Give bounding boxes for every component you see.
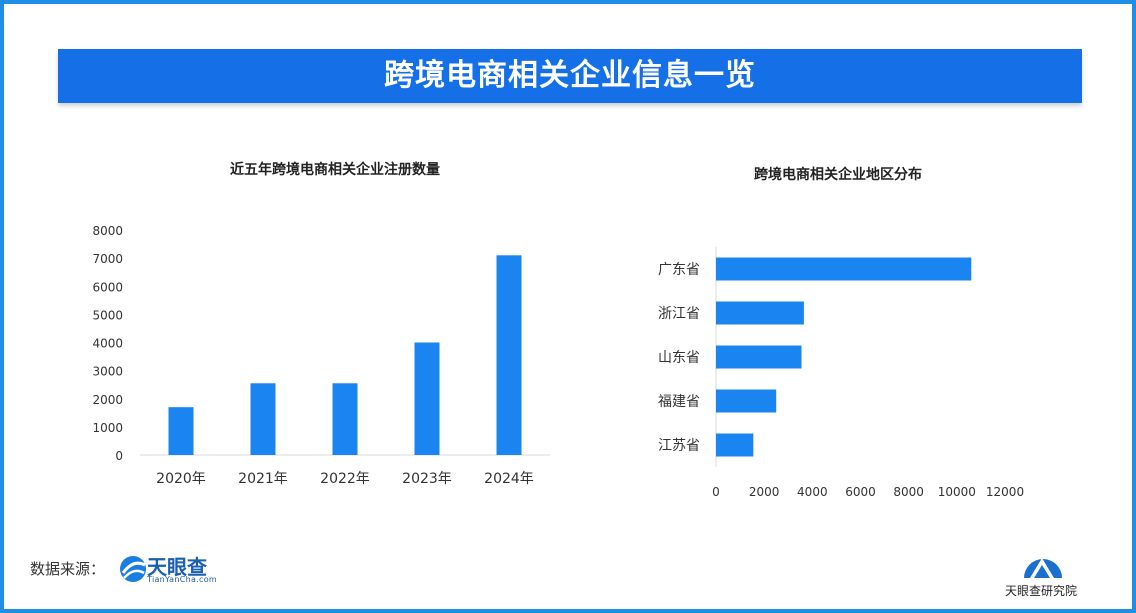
bar-山东省 bbox=[716, 345, 802, 369]
x-tick-label: 8000 bbox=[893, 485, 924, 499]
source-label: 数据来源： bbox=[30, 560, 106, 578]
x-tick-label: 2000 bbox=[749, 485, 780, 499]
institute-name: 天眼查研究院 bbox=[1005, 584, 1078, 598]
x-tick-label: 2023年 bbox=[402, 471, 452, 487]
bar-2024年 bbox=[496, 255, 522, 455]
x-tick-label: 2022年 bbox=[320, 471, 370, 487]
y-tick-label: 山东省 bbox=[658, 350, 700, 366]
x-tick-label: 10000 bbox=[938, 485, 976, 499]
y-tick-label: 福建省 bbox=[658, 394, 700, 410]
x-tick-label: 12000 bbox=[986, 485, 1024, 499]
y-tick-label: 广东省 bbox=[658, 262, 700, 278]
y-tick-label: 4000 bbox=[92, 337, 123, 351]
x-tick-label: 0 bbox=[712, 485, 720, 499]
tianyancha-logo-icon bbox=[120, 556, 146, 582]
y-tick-label: 江苏省 bbox=[658, 438, 700, 454]
x-tick-label: 6000 bbox=[845, 485, 876, 499]
institute-emblem-icon bbox=[1024, 558, 1062, 578]
bar-江苏省 bbox=[716, 433, 754, 457]
right-chart-title: 跨境电商相关企业地区分布 bbox=[754, 166, 922, 183]
bar-浙江省 bbox=[716, 301, 804, 325]
bar-2020年 bbox=[168, 407, 194, 455]
y-tick-label: 5000 bbox=[92, 308, 123, 322]
bar-2023年 bbox=[414, 342, 440, 455]
x-tick-label: 2024年 bbox=[484, 471, 534, 487]
y-tick-label: 3000 bbox=[92, 365, 123, 379]
x-tick-label: 2020年 bbox=[156, 471, 206, 487]
bar-福建省 bbox=[716, 389, 777, 413]
bar-2021年 bbox=[250, 383, 276, 455]
source-logo-url: TianYanCha.com bbox=[147, 575, 217, 584]
y-tick-label: 2000 bbox=[92, 393, 123, 407]
y-tick-label: 8000 bbox=[92, 224, 123, 238]
bar-广东省 bbox=[716, 257, 972, 281]
y-tick-label: 1000 bbox=[92, 421, 123, 435]
left-chart-title: 近五年跨境电商相关企业注册数量 bbox=[230, 161, 440, 178]
y-tick-label: 0 bbox=[115, 449, 123, 463]
page-title: 跨境电商相关企业信息一览 bbox=[58, 49, 1082, 103]
y-tick-label: 7000 bbox=[92, 252, 123, 266]
bar-2022年 bbox=[332, 383, 358, 455]
x-tick-label: 4000 bbox=[797, 485, 828, 499]
registration-bar-chart: 近五年跨境电商相关企业注册数量 0 1000 2000 3000 4000 5000 6000… bbox=[92, 161, 550, 487]
y-tick-label: 浙江省 bbox=[658, 306, 700, 322]
x-tick-label: 2021年 bbox=[238, 471, 288, 487]
y-tick-label: 6000 bbox=[92, 280, 123, 294]
source-logo-name: 天眼查 bbox=[147, 555, 207, 579]
